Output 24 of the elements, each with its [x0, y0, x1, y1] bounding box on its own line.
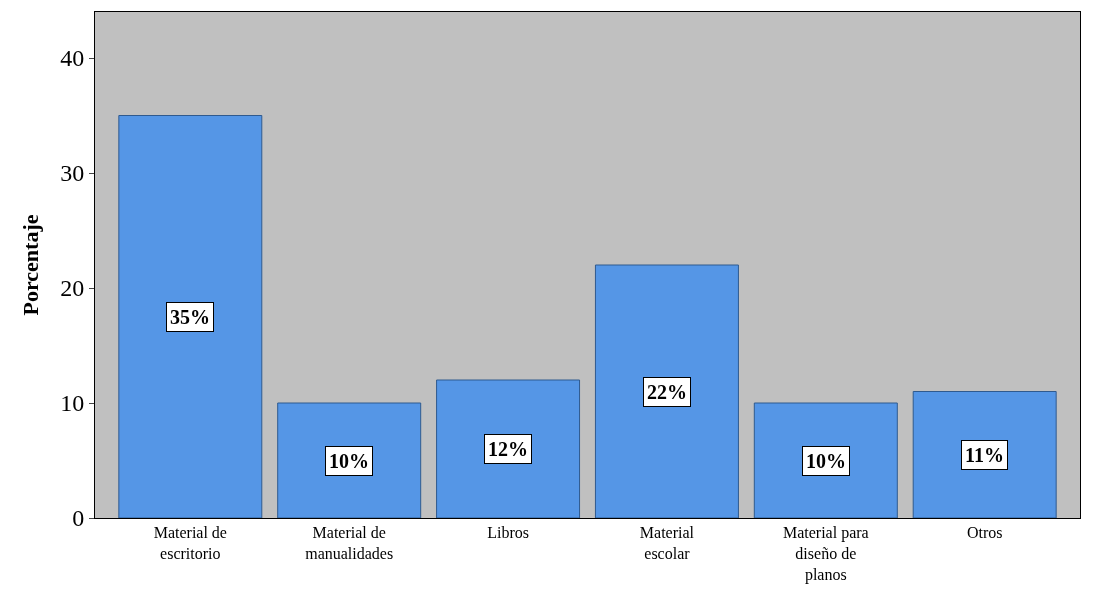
y-tick-label: 0: [72, 505, 85, 532]
x-tick-label: Libros: [487, 524, 529, 542]
bar: [753, 402, 898, 518]
x-tick-label: Material escolar: [639, 524, 695, 562]
y-tick-label: 10: [60, 390, 85, 417]
data-label: 10%: [329, 450, 369, 472]
x-tick-label: Otros: [966, 524, 1003, 542]
data-label: 12%: [488, 438, 528, 460]
data-label: 10%: [806, 450, 846, 472]
y-axis-title: Porcentaje: [18, 214, 43, 316]
bar: [436, 379, 581, 518]
x-tick-label: Material de manualidades: [305, 524, 394, 562]
y-tick-label: 20: [60, 275, 85, 302]
x-tick-label: Material para diseño de planos: [782, 524, 869, 584]
data-label: 11%: [965, 444, 1004, 466]
bar: [277, 402, 422, 518]
bar: [912, 391, 1057, 518]
bar: [118, 115, 263, 518]
y-tick-label: 40: [60, 45, 85, 72]
y-tick-label: 30: [60, 160, 85, 187]
x-tick-label: Material de escritorio: [153, 524, 227, 562]
data-label: 35%: [170, 306, 210, 328]
data-label: 22%: [647, 381, 687, 403]
bar: [594, 264, 739, 518]
